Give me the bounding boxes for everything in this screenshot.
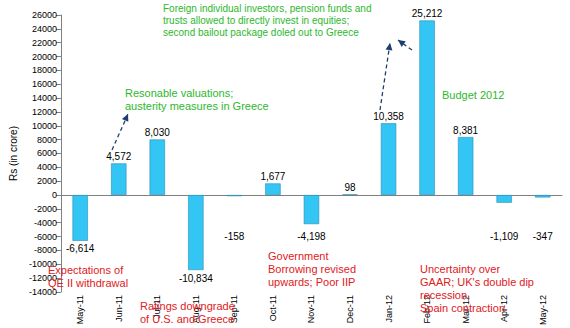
- svg-text:Government: Government: [268, 250, 329, 262]
- svg-text:-158: -158: [224, 231, 244, 242]
- svg-text:May-11: May-11: [75, 295, 85, 324]
- svg-text:10,358: 10,358: [373, 111, 404, 122]
- svg-text:trusts allowed to directly inv: trusts allowed to directly invest in equ…: [163, 15, 349, 26]
- svg-text:upwards; Poor IIP: upwards; Poor IIP: [268, 276, 355, 288]
- svg-text:25,212: 25,212: [412, 8, 443, 19]
- svg-text:Resonable valuations;: Resonable valuations;: [125, 87, 233, 99]
- svg-text:Expectations of: Expectations of: [48, 264, 124, 276]
- svg-text:Dec-11: Dec-11: [345, 295, 355, 323]
- svg-text:Jun-11: Jun-11: [114, 295, 124, 322]
- svg-text:-4000: -4000: [34, 218, 57, 228]
- svg-text:24000: 24000: [32, 24, 57, 34]
- svg-text:0: 0: [52, 190, 57, 200]
- svg-text:10000: 10000: [32, 121, 57, 131]
- svg-text:-4,198: -4,198: [297, 231, 326, 242]
- svg-text:-14000: -14000: [28, 287, 57, 297]
- svg-text:8000: 8000: [37, 135, 57, 145]
- svg-text:6000: 6000: [37, 148, 57, 158]
- svg-text:22000: 22000: [32, 38, 57, 48]
- svg-text:14000: 14000: [32, 93, 57, 103]
- svg-text:austerity measures in Greece: austerity measures in Greece: [125, 100, 269, 112]
- svg-text:Uncertainty over: Uncertainty over: [420, 263, 500, 275]
- svg-text:second bailout package doled o: second bailout package doled out to Gree…: [163, 27, 359, 38]
- svg-text:2000: 2000: [37, 176, 57, 186]
- svg-text:Rs (in crore): Rs (in crore): [8, 126, 19, 181]
- svg-text:18000: 18000: [32, 65, 57, 75]
- svg-text:recession,: recession,: [420, 289, 470, 301]
- svg-text:-10,834: -10,834: [179, 273, 213, 284]
- svg-text:-347: -347: [533, 231, 553, 242]
- svg-text:Apr-12: Apr-12: [499, 295, 510, 322]
- svg-text:of U.S. and Greece: of U.S. and Greece: [140, 313, 234, 325]
- svg-text:16000: 16000: [32, 79, 57, 89]
- svg-text:4,572: 4,572: [106, 151, 131, 162]
- svg-text:-2000: -2000: [34, 204, 57, 214]
- svg-text:Spain contraction: Spain contraction: [420, 302, 505, 314]
- svg-text:Jan-12: Jan-12: [384, 295, 394, 323]
- svg-text:-12000: -12000: [28, 273, 57, 284]
- svg-text:Budget 2012: Budget 2012: [442, 89, 504, 101]
- svg-text:Nov-11: Nov-11: [306, 295, 316, 323]
- svg-text:12000: 12000: [32, 107, 57, 117]
- svg-text:-6,614: -6,614: [66, 243, 95, 254]
- svg-text:-8000: -8000: [34, 245, 57, 255]
- svg-text:Foreign individual investors,: Foreign individual investors, pension fu…: [163, 3, 371, 14]
- svg-text:-6000: -6000: [34, 232, 57, 242]
- svg-text:8,381: 8,381: [453, 125, 478, 136]
- svg-text:4000: 4000: [37, 162, 57, 172]
- svg-text:QE II withdrawal: QE II withdrawal: [48, 277, 128, 289]
- svg-text:98: 98: [344, 182, 356, 193]
- svg-text:8,030: 8,030: [145, 127, 170, 138]
- svg-text:Oct-11: Oct-11: [268, 295, 278, 321]
- svg-text:1,677: 1,677: [260, 171, 285, 182]
- svg-text:-1,109: -1,109: [490, 231, 519, 242]
- svg-text:Borrowing revised: Borrowing revised: [268, 263, 356, 275]
- svg-text:-10000: -10000: [28, 259, 57, 270]
- svg-text:26000: 26000: [32, 10, 57, 20]
- svg-text:Ratings downgrade: Ratings downgrade: [140, 300, 235, 312]
- svg-text:GAAR; UK's double dip: GAAR; UK's double dip: [420, 276, 534, 288]
- svg-text:20000: 20000: [32, 52, 57, 62]
- svg-text:May-12: May-12: [538, 295, 548, 325]
